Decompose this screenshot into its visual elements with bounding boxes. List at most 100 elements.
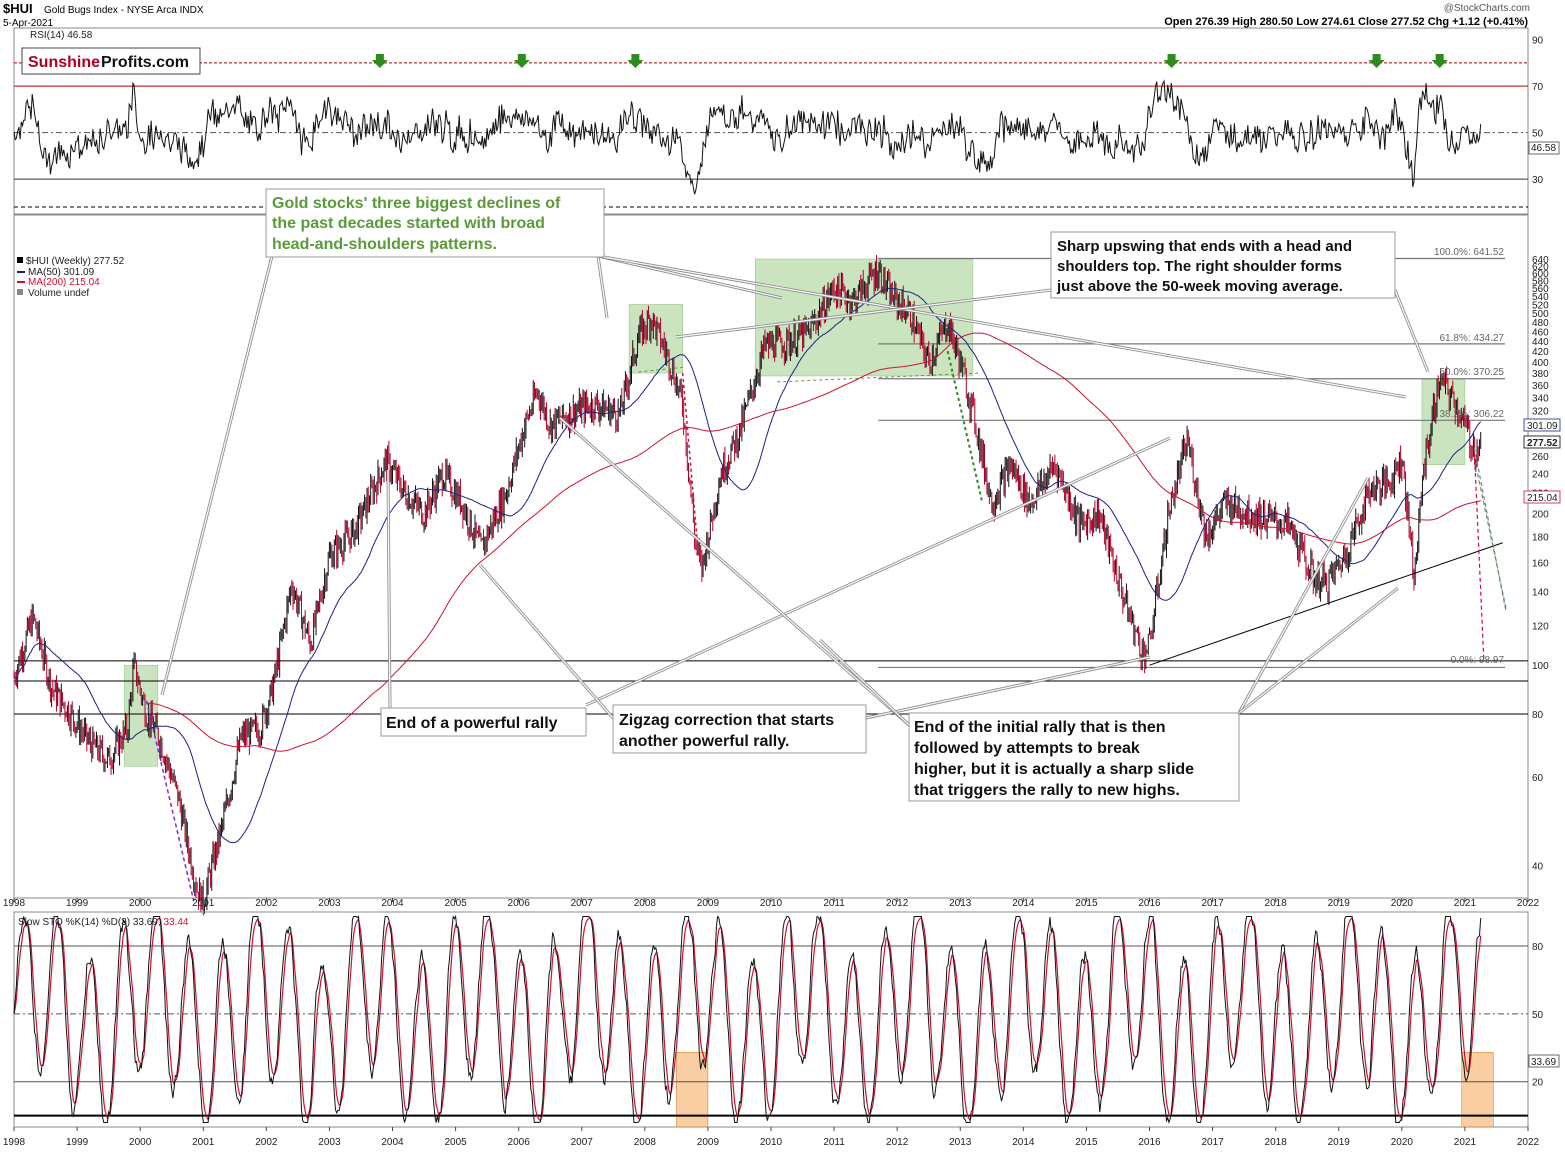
price-tick-label: 160 (1532, 558, 1549, 569)
x-tick-label: 2003 (318, 1137, 341, 1148)
annotation-pointers (160, 254, 1430, 727)
fib-0: 0.0%: 98.97 (1451, 655, 1505, 666)
annotation-sharp: Sharp upswing that ends with a head and … (1050, 231, 1396, 299)
x-tick-label: 2010 (760, 898, 783, 909)
decline-projection (681, 372, 700, 556)
price-tick-label: 480 (1532, 318, 1549, 329)
x-tick-label: 2016 (1138, 1137, 1161, 1148)
price-legend: $HUI (Weekly) 277.52 MA(50) 301.09 MA(20… (17, 256, 125, 299)
price-tick-label: 60 (1532, 773, 1544, 784)
annotation-zigzag: Zigzag correction that starts another po… (612, 704, 867, 754)
overbought-arrow (1368, 54, 1385, 68)
x-tick-label: 2002 (255, 1137, 278, 1148)
price-tick-label: 420 (1532, 347, 1549, 358)
x-tick-label: 2017 (1201, 1137, 1224, 1148)
pointer-line-inner (597, 255, 783, 299)
x-tick-label: 2020 (1391, 898, 1414, 909)
x-tick-label: 2008 (634, 898, 657, 909)
x-tick-label: 2000 (129, 1137, 152, 1148)
neckline (777, 372, 980, 383)
x-tick-label: 1999 (66, 1137, 89, 1148)
stoch-tick-label: 20 (1532, 1078, 1544, 1089)
legend-ma200: MA(200) 215.04 (28, 277, 100, 288)
price-tick-label: 620 (1532, 262, 1549, 273)
x-tick-label: 2006 (508, 898, 531, 909)
pointer-line-inner (1394, 289, 1429, 373)
price-tick-label: 520 (1532, 300, 1549, 311)
annotation-sharp-text: Sharp upswing that ends with a head and … (1056, 238, 1356, 295)
price-tick-label: 360 (1532, 381, 1549, 392)
price-tick-label: 640 (1532, 255, 1549, 266)
projection-green (1476, 473, 1507, 608)
pointer-line-inner (479, 564, 614, 719)
rsi-tick-label: 50 (1532, 129, 1544, 140)
logo-part1: Sunshine (28, 54, 100, 71)
price-tick-label: 120 (1532, 621, 1549, 632)
decline-projection (946, 350, 984, 504)
x-tick-label: 2005 (444, 898, 467, 909)
overbought-arrow (1163, 54, 1180, 68)
neckline (638, 366, 683, 373)
price-tick-label: 440 (1532, 337, 1549, 348)
price-candles (13, 255, 1482, 916)
overbought-arrow (627, 54, 644, 68)
x-tick-label: 2013 (949, 898, 972, 909)
price-tick-label: 540 (1532, 292, 1549, 303)
stochastic-panel: Slow STO %K(14) %D(3) 33.69, 33.44 80 50 2… (13, 911, 1560, 1128)
price-tick-label: 320 (1532, 407, 1549, 418)
x-tick-label: 2017 (1201, 898, 1224, 909)
price-tick-label: 400 (1532, 358, 1549, 369)
x-tick-label: 2011 (823, 898, 845, 909)
x-tick-label: 2022 (1517, 898, 1540, 909)
x-tick-label: 2014 (1012, 898, 1035, 909)
price-tick-label: 140 (1532, 588, 1549, 599)
decline-projection (145, 700, 195, 902)
overbought-arrow (371, 54, 388, 68)
price-tick-label: 200 (1532, 510, 1549, 521)
x-tick-label: 2012 (886, 898, 909, 909)
rsi-tick-label: 70 (1532, 82, 1544, 93)
x-tick-label: 2004 (381, 898, 404, 909)
watermark: @StockCharts.com (1444, 3, 1530, 14)
sunshine-profits-logo: Sunshine Profits.com (21, 47, 201, 75)
stoch-tick-label: 80 (1532, 942, 1544, 953)
annotation-rally: End of a powerful rally (380, 707, 587, 737)
legend-ma50: MA(50) 301.09 (28, 267, 95, 278)
x-tick-label: 1998 (3, 898, 26, 909)
rsi-value-badge: 46.58 (1531, 143, 1556, 154)
x-tick-label: 2021 (1454, 1137, 1477, 1148)
x-tick-label: 2020 (1391, 1137, 1414, 1148)
x-tick-label: 2006 (508, 1137, 531, 1148)
legend-hui: $HUI (Weekly) 277.52 (26, 256, 125, 267)
price-tick-label: 500 (1532, 309, 1549, 320)
pointer-line-inner (1238, 587, 1399, 714)
x-tick-label: 2015 (1075, 1137, 1098, 1148)
stoch-value-badge: 33.69 (1531, 1057, 1556, 1068)
price-tick-label: 100 (1532, 661, 1549, 672)
pointer-line-inner (865, 656, 1151, 719)
annotation-hs: Gold stocks' three biggest declines of t… (265, 188, 605, 258)
x-tick-label: 1998 (3, 1137, 26, 1148)
x-tick-label: 2016 (1138, 898, 1161, 909)
x-tick-label: 2010 (760, 1137, 783, 1148)
fib-labels: 100.0%: 641.52 61.8%: 434.27 50.0%: 370.… (1434, 247, 1505, 666)
pointer-line-inner (1238, 477, 1369, 714)
price-tick-label: 580 (1532, 277, 1549, 288)
annotation-zigzag-text: Zigzag correction that starts another po… (619, 712, 839, 750)
x-tick-label: 2003 (318, 898, 341, 909)
x-tick-label: 2015 (1075, 898, 1098, 909)
pointer-line-inner (819, 639, 910, 726)
logo-part2: Profits.com (101, 54, 189, 71)
x-tick-label: 2008 (634, 1137, 657, 1148)
x-tick-label: 2007 (571, 898, 594, 909)
pointer-line-inner (597, 255, 608, 319)
fib-50: 50.0%: 370.25 (1440, 367, 1505, 378)
stoch-k-line (13, 914, 1482, 1124)
pointer-line-inner (559, 417, 910, 726)
price-tick-label: 560 (1532, 284, 1549, 295)
x-tick-label: 1999 (66, 898, 89, 909)
badge-ma200: 215.04 (1527, 493, 1558, 504)
price-tick-label: 600 (1532, 269, 1549, 280)
x-axis-price: 1998 1999 2000 2001 2002 2003 2004 2005 2006 2007… (3, 898, 1540, 909)
